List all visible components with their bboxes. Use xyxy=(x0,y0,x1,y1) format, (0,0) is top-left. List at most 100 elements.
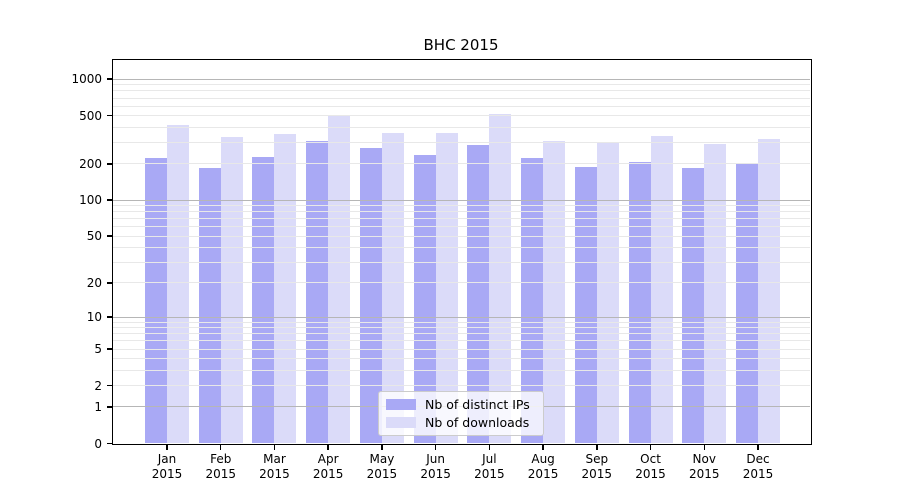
bar-downloads xyxy=(167,125,189,444)
legend-label-downloads: Nb of downloads xyxy=(425,415,530,430)
gridline-minor xyxy=(113,321,810,323)
y-tick xyxy=(107,282,112,284)
y-tick xyxy=(107,442,112,445)
bar-downloads xyxy=(758,138,780,444)
x-tick xyxy=(327,445,329,450)
gridline-minor xyxy=(113,348,810,350)
bar-distinct-ips xyxy=(682,168,705,444)
y-tick-label: 0 xyxy=(94,436,102,451)
bar-distinct-ips xyxy=(736,163,758,444)
bar-distinct-ips xyxy=(252,156,275,444)
x-tick xyxy=(488,445,491,450)
gridline-minor xyxy=(113,105,810,107)
y-tick-label: 2 xyxy=(94,378,102,393)
bar-distinct-ips xyxy=(145,158,167,444)
x-tick-label: Feb 2015 xyxy=(205,452,236,481)
bar-downloads xyxy=(704,144,727,444)
y-tick-label: 5 xyxy=(94,342,102,357)
legend-item-downloads: Nb of downloads xyxy=(386,415,535,430)
y-tick-label: 200 xyxy=(79,156,102,171)
bar-distinct-ips xyxy=(521,158,544,444)
gridline-minor xyxy=(113,84,810,86)
legend-label-distinct-ips: Nb of distinct IPs xyxy=(425,397,530,412)
y-tick xyxy=(107,78,112,80)
y-tick xyxy=(107,384,112,387)
chart-title: BHC 2015 xyxy=(423,36,499,54)
y-tick xyxy=(107,235,112,237)
x-tick xyxy=(703,445,706,450)
gridline-minor xyxy=(113,218,810,220)
y-tick xyxy=(107,316,112,318)
gridline-minor xyxy=(113,235,810,237)
y-tick-label: 20 xyxy=(86,275,102,290)
gridline-minor xyxy=(113,115,810,117)
y-tick xyxy=(107,199,112,201)
gridline-minor xyxy=(113,333,810,335)
x-tick-label: Nov 2015 xyxy=(688,452,720,481)
gridline-major xyxy=(113,78,810,80)
bar-downloads xyxy=(381,132,404,444)
y-tick-label: 1 xyxy=(94,399,102,414)
x-tick xyxy=(596,445,598,450)
gridline-minor xyxy=(113,126,810,128)
gridline-minor xyxy=(113,327,810,329)
y-tick-label: 500 xyxy=(79,108,102,123)
y-tick xyxy=(107,163,112,165)
gridline-minor xyxy=(113,385,810,387)
bar-downloads xyxy=(274,134,297,444)
x-tick xyxy=(757,445,759,450)
x-tick xyxy=(649,445,652,450)
x-tick-label: Aug 2015 xyxy=(527,452,559,481)
legend-swatch-downloads xyxy=(386,417,416,428)
legend: Nb of distinct IPs Nb of downloads xyxy=(378,391,544,436)
x-tick-label: Sep 2015 xyxy=(581,452,613,481)
bar-distinct-ips xyxy=(628,162,651,444)
y-tick xyxy=(107,114,112,117)
gridline-major xyxy=(113,316,810,318)
x-tick xyxy=(273,445,276,450)
gridline-major xyxy=(113,199,810,201)
bar-downloads xyxy=(489,113,512,444)
gridline-minor xyxy=(113,163,810,165)
legend-swatch-distinct-ips xyxy=(386,399,416,410)
y-tick-label: 10 xyxy=(86,310,102,325)
bar-downloads xyxy=(220,136,243,444)
x-tick-label: Apr 2015 xyxy=(312,452,344,481)
x-tick xyxy=(381,445,383,450)
bar-downloads xyxy=(650,135,673,444)
bar-distinct-ips xyxy=(359,148,382,444)
x-tick-label: Jun 2015 xyxy=(420,452,451,481)
bar-distinct-ips xyxy=(306,140,329,444)
bar-distinct-ips xyxy=(574,166,597,444)
x-tick-label: May 2015 xyxy=(366,452,398,481)
gridline-minor xyxy=(113,247,810,249)
y-tick-label: 50 xyxy=(86,229,102,244)
bar-downloads xyxy=(435,133,458,444)
gridline-minor xyxy=(113,90,810,92)
x-tick-label: Mar 2015 xyxy=(259,452,290,481)
gridline-minor xyxy=(113,340,810,342)
x-tick-label: Jan 2015 xyxy=(151,452,183,481)
gridline-minor xyxy=(113,282,810,284)
x-tick xyxy=(542,445,544,450)
bar-distinct-ips xyxy=(198,167,221,444)
x-tick xyxy=(434,445,437,450)
gridline-minor xyxy=(113,369,810,371)
x-tick xyxy=(166,445,168,450)
gridline-minor xyxy=(113,358,810,360)
y-tick xyxy=(107,348,112,350)
gridline-minor xyxy=(113,142,810,144)
bar-downloads xyxy=(596,141,619,444)
x-tick xyxy=(219,445,222,450)
x-tick-label: Jul 2015 xyxy=(474,452,505,481)
y-tick-label: 100 xyxy=(79,193,102,208)
gridline-minor xyxy=(113,97,810,99)
gridline-minor xyxy=(113,226,810,228)
x-tick-label: Oct 2015 xyxy=(635,452,666,481)
bar-downloads xyxy=(543,140,566,444)
bar-distinct-ips xyxy=(467,144,490,444)
y-tick-label: 1000 xyxy=(71,72,102,87)
y-tick xyxy=(107,406,112,408)
legend-item-distinct-ips: Nb of distinct IPs xyxy=(386,397,535,412)
gridline-minor xyxy=(113,261,810,263)
